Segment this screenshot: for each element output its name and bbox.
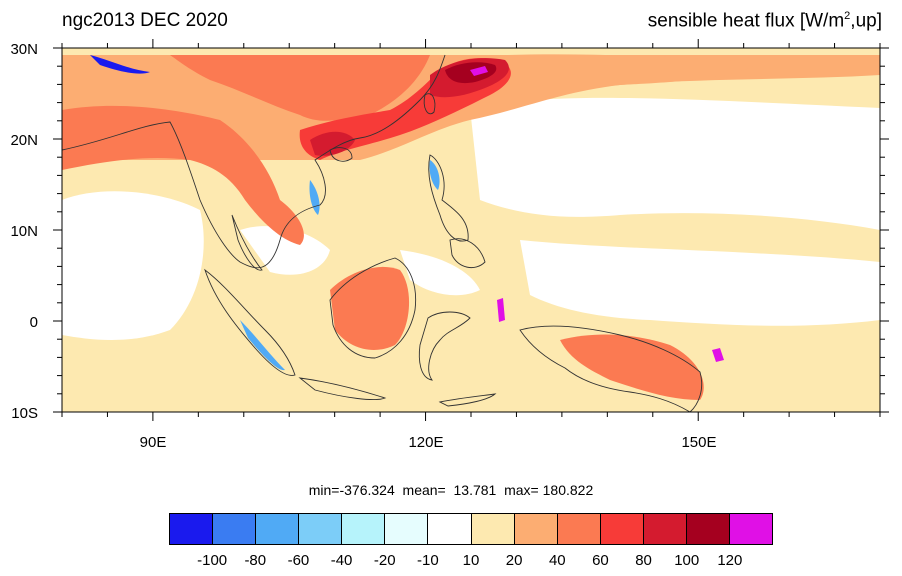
colorbar-swatch (514, 514, 558, 544)
colorbar-label: 80 (635, 552, 652, 569)
coastline-mainland (62, 54, 446, 269)
colorbar-label: -100 (197, 552, 228, 569)
lat-label-10s: 10S (11, 405, 38, 422)
peak-flux-spot (470, 66, 488, 76)
map-field (62, 48, 880, 412)
title-right-tail: ,up] (850, 10, 882, 32)
colorbar-label: -10 (417, 552, 439, 569)
coastline-sulawesi (418, 311, 471, 381)
coastline-taiwan (423, 93, 436, 115)
colorbar-label: 40 (548, 552, 566, 569)
plot-title-right: sensible heat flux [W/m2,up] (648, 10, 882, 32)
coastline-java (298, 377, 387, 400)
coastline-mindanao (449, 238, 486, 269)
colorbar-swatch (471, 514, 515, 544)
axis-ticks (53, 39, 889, 421)
lat-label-30n: 30N (10, 41, 38, 58)
colorbar-swatch (643, 514, 687, 544)
strong-flux-china (170, 55, 430, 121)
strong-flux-borneo (330, 266, 410, 350)
moderate-flux-north-pacific (430, 54, 760, 97)
colorbar-swatch (213, 514, 257, 544)
colorbar-label: 60 (592, 552, 609, 569)
negative-flux-philippines (429, 160, 440, 190)
colorbar-label: 10 (462, 552, 480, 569)
colorbar-label: -40 (330, 552, 353, 569)
lat-label-10n: 10N (10, 223, 38, 240)
map-plot: 30N 20N 10N 0 10S 90E 120E 150E (10, 39, 889, 451)
colorbar-swatch (428, 514, 472, 544)
lat-label-20n: 20N (10, 132, 38, 149)
lon-label-90e: 90E (140, 434, 167, 451)
plot-title-left: ngc2013 DEC 2020 (62, 10, 228, 31)
colorbar-swatch (342, 514, 386, 544)
coastline-malay-peninsula (231, 214, 263, 271)
colorbar-label: 120 (717, 552, 743, 569)
peak-flux-moluccas (497, 298, 505, 322)
colorbar-swatch (170, 514, 214, 544)
low-flux-region-equatorial (520, 240, 880, 326)
title-right-superscript: 2 (844, 10, 851, 22)
lon-label-150e: 150E (681, 434, 716, 451)
low-flux-region-south-china-sea (240, 226, 330, 275)
colorbar-label: -60 (287, 552, 310, 569)
strong-flux-indochina (62, 105, 304, 245)
statistics-line: min=-376.324 mean= 13.781 max= 180.822 (308, 482, 594, 498)
low-flux-region-celebes (400, 250, 480, 296)
colorbar-swatch (256, 514, 300, 544)
colorbar-swatch (600, 514, 644, 544)
axis-labels: 30N 20N 10N 0 10S 90E 120E 150E (10, 41, 716, 451)
colorbar-swatch (557, 514, 601, 544)
coastline-borneo (329, 257, 417, 359)
low-flux-region-far-east (620, 155, 880, 205)
colorbar-label: 100 (674, 552, 700, 569)
coastline-sumatra (204, 268, 296, 376)
coastline-hainan (329, 147, 353, 162)
coastline-timor (438, 393, 497, 407)
colorbar-swatch (299, 514, 343, 544)
intense-flux-gulf-of-tonkin (310, 131, 355, 156)
lat-label-0: 0 (30, 314, 38, 331)
strong-flux-new-guinea (560, 334, 704, 400)
lon-label-120e: 120E (408, 434, 443, 451)
coastline-new-guinea (519, 325, 703, 412)
colorbar-label: 20 (505, 552, 523, 569)
colorbar-swatch (686, 514, 731, 544)
low-flux-region-indian-ocean (62, 191, 204, 340)
negative-flux-tibet (90, 55, 150, 74)
colorbar-label: -80 (244, 552, 267, 569)
peak-flux-new-britain (712, 348, 724, 362)
negative-flux-sumatra (240, 320, 285, 371)
colorbar-swatch (385, 514, 429, 544)
colorbar (169, 513, 773, 545)
colorbar-label: -20 (373, 552, 396, 569)
colorbar-swatch (730, 514, 773, 544)
coastline-luzon (428, 154, 469, 242)
title-right-main: sensible heat flux [W/m (647, 10, 845, 32)
coastlines (62, 54, 703, 412)
